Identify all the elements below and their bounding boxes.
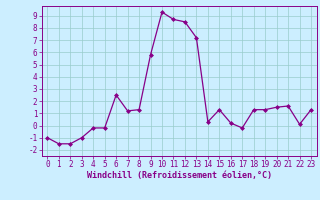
X-axis label: Windchill (Refroidissement éolien,°C): Windchill (Refroidissement éolien,°C): [87, 171, 272, 180]
